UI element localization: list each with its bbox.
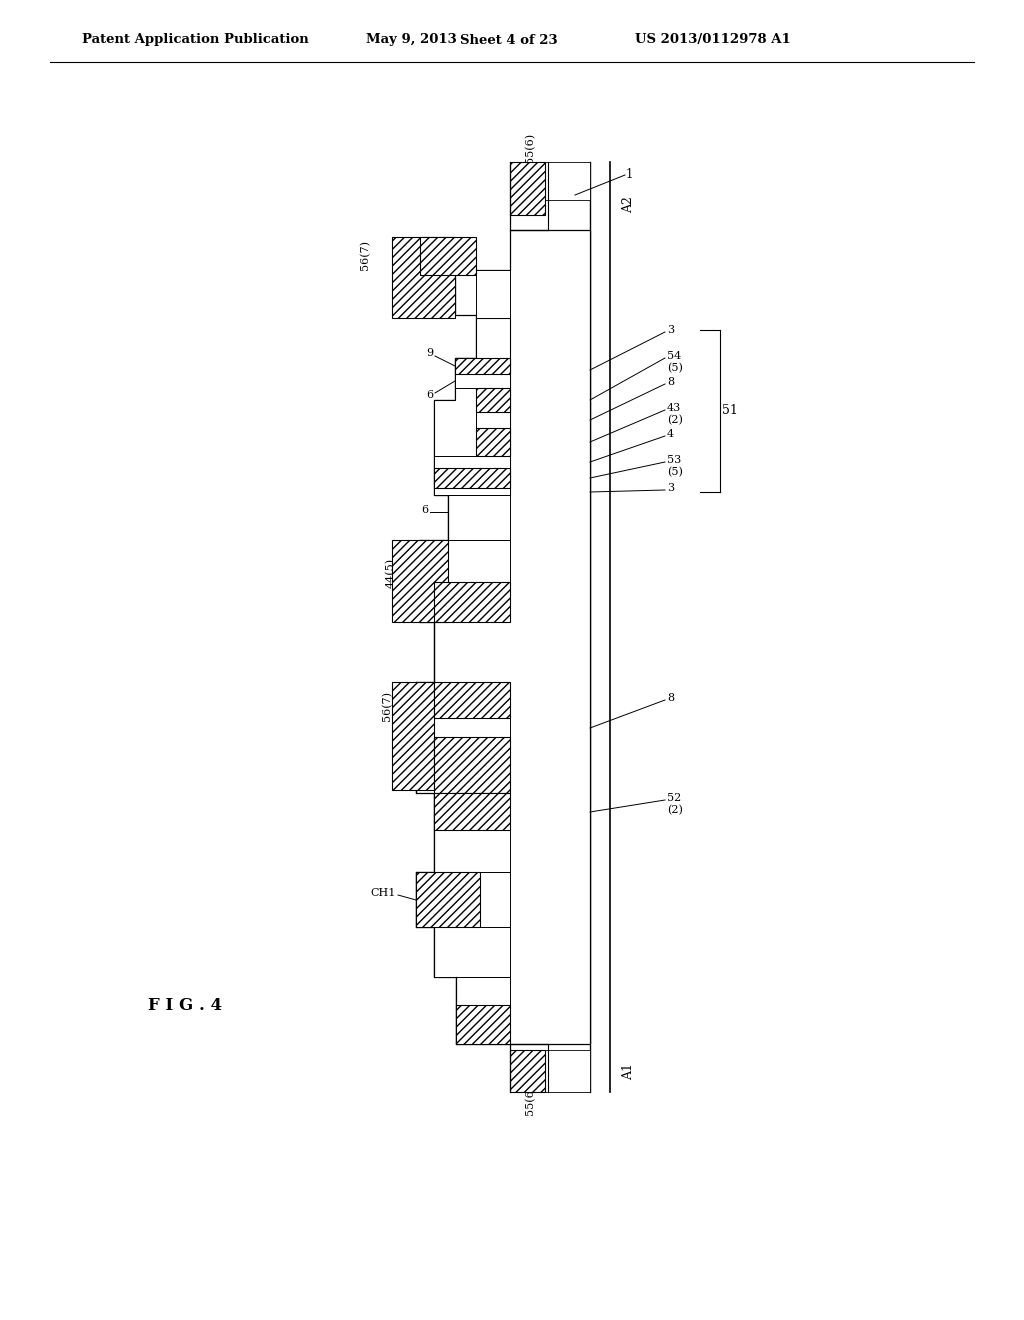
Polygon shape bbox=[455, 271, 510, 318]
Text: A1: A1 bbox=[622, 1064, 635, 1081]
Polygon shape bbox=[420, 238, 476, 275]
Polygon shape bbox=[455, 374, 510, 388]
Polygon shape bbox=[434, 927, 510, 977]
Text: May 9, 2013: May 9, 2013 bbox=[366, 33, 457, 46]
Polygon shape bbox=[434, 793, 510, 873]
Text: 52: 52 bbox=[667, 793, 681, 803]
Text: 56(7): 56(7) bbox=[382, 690, 392, 721]
Polygon shape bbox=[434, 488, 510, 495]
Polygon shape bbox=[545, 162, 590, 201]
Polygon shape bbox=[449, 495, 510, 540]
Text: (2): (2) bbox=[667, 805, 683, 816]
Polygon shape bbox=[510, 162, 545, 215]
Text: CH1: CH1 bbox=[371, 888, 396, 898]
Text: (5): (5) bbox=[667, 363, 683, 374]
Text: A2: A2 bbox=[622, 197, 635, 214]
Polygon shape bbox=[476, 388, 510, 412]
Text: 9: 9 bbox=[426, 348, 433, 358]
Polygon shape bbox=[476, 412, 510, 428]
Polygon shape bbox=[545, 1049, 590, 1092]
Polygon shape bbox=[455, 358, 510, 374]
Text: 56(7): 56(7) bbox=[359, 240, 370, 271]
Polygon shape bbox=[392, 540, 449, 622]
Polygon shape bbox=[434, 455, 510, 469]
Polygon shape bbox=[416, 873, 510, 927]
Polygon shape bbox=[510, 1049, 545, 1092]
Text: Patent Application Publication: Patent Application Publication bbox=[82, 33, 309, 46]
Polygon shape bbox=[416, 230, 590, 1044]
Text: 6: 6 bbox=[421, 506, 428, 515]
Text: Sheet 4 of 23: Sheet 4 of 23 bbox=[460, 33, 558, 46]
Polygon shape bbox=[434, 682, 510, 718]
Text: 6: 6 bbox=[426, 389, 433, 400]
Text: 51: 51 bbox=[722, 404, 738, 417]
Text: F I G . 4: F I G . 4 bbox=[148, 997, 222, 1014]
Polygon shape bbox=[456, 1005, 510, 1044]
Polygon shape bbox=[434, 540, 510, 622]
Text: 54: 54 bbox=[667, 351, 681, 360]
Text: 8: 8 bbox=[667, 378, 674, 387]
Polygon shape bbox=[456, 977, 510, 1044]
Polygon shape bbox=[434, 737, 510, 793]
Text: 44(5): 44(5) bbox=[386, 558, 396, 589]
Text: 1: 1 bbox=[626, 168, 634, 181]
Polygon shape bbox=[476, 428, 510, 455]
Polygon shape bbox=[434, 469, 510, 488]
Polygon shape bbox=[434, 582, 510, 622]
Text: 3: 3 bbox=[667, 325, 674, 335]
Text: 43: 43 bbox=[667, 403, 681, 413]
Text: (2): (2) bbox=[667, 414, 683, 425]
Text: 4: 4 bbox=[667, 429, 674, 440]
Polygon shape bbox=[416, 873, 480, 927]
Polygon shape bbox=[434, 718, 510, 737]
Polygon shape bbox=[590, 162, 610, 1092]
Text: 53: 53 bbox=[667, 455, 681, 465]
Polygon shape bbox=[392, 238, 455, 318]
Text: US 2013/0112978 A1: US 2013/0112978 A1 bbox=[635, 33, 791, 46]
Polygon shape bbox=[434, 318, 510, 495]
Polygon shape bbox=[434, 793, 510, 830]
Text: 3: 3 bbox=[667, 483, 674, 492]
Text: (5): (5) bbox=[667, 467, 683, 477]
Text: 55(6): 55(6) bbox=[525, 133, 536, 164]
Text: 55(6): 55(6) bbox=[525, 1085, 536, 1115]
Polygon shape bbox=[392, 682, 434, 789]
Text: 8: 8 bbox=[667, 693, 674, 704]
